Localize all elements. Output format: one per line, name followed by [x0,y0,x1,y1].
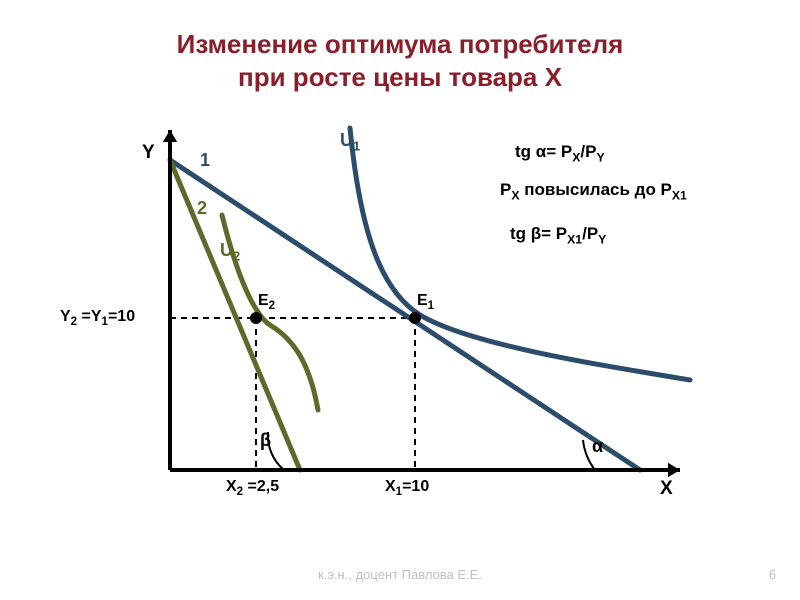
label-x2-tick: X2 =2,5 [226,478,279,498]
equation-2: PX повысилась до PX1 [500,180,687,202]
label-u1: U1 [340,130,360,154]
label-e1: E1 [417,292,434,312]
point-e1 [409,312,421,324]
label-y-axis: Y [142,142,155,164]
label-x-axis: X [660,478,673,500]
x-axis-arrow [668,463,680,477]
equation-3: tg β= PX1/PY [510,224,606,246]
title-line-1: Изменение оптимума потребителя [0,28,800,61]
chart: Y X 1 2 U1 U2 E1 E2 α β Y2 =Y1=10 X2 =2,… [40,120,760,520]
budget-line-2 [170,160,300,470]
page-number: 6 [769,567,776,582]
curve-u1 [350,128,690,380]
label-y-tick: Y2 =Y1=10 [60,308,135,328]
label-line-2: 2 [197,198,207,219]
label-line-1: 1 [200,150,210,171]
title-line-2: при росте цены товара Х [0,61,800,94]
equation-1: tg α= PX/PY [515,142,605,164]
budget-line-1 [170,160,640,470]
label-e2: E2 [258,292,275,312]
slide-title: Изменение оптимума потребителя при росте… [0,28,800,93]
point-e2 [250,312,262,324]
footer-text: к.э.н., доцент Павлова Е.Е. [0,567,800,582]
label-x1-tick: X1=10 [385,478,429,498]
label-beta: β [260,430,271,451]
y-axis-arrow [163,130,177,142]
slide: Изменение оптимума потребителя при росте… [0,0,800,600]
label-alpha: α [592,436,603,457]
label-u2: U2 [220,240,240,264]
